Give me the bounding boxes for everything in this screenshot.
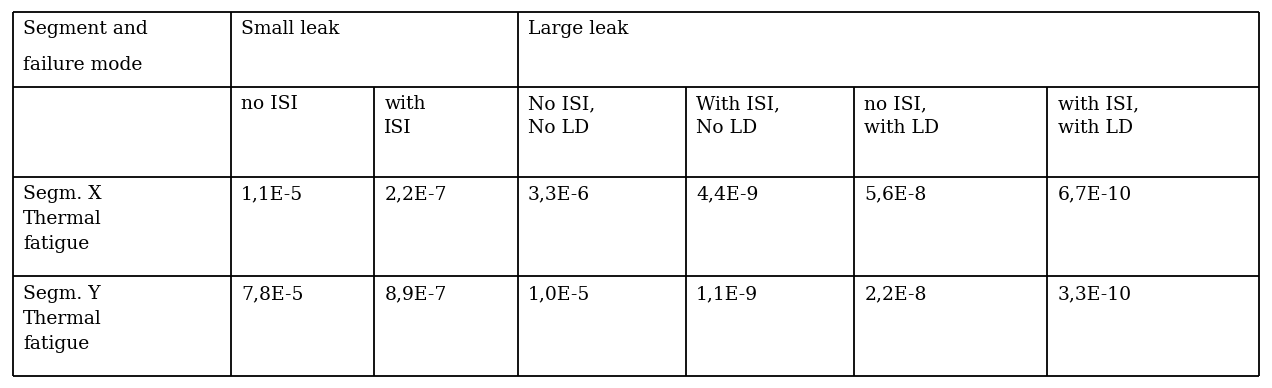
Text: 6,7E-10: 6,7E-10	[1057, 185, 1132, 203]
Text: Small leak: Small leak	[242, 20, 340, 38]
Text: with
ISI: with ISI	[384, 95, 426, 137]
Text: no ISI,
with LD: no ISI, with LD	[865, 95, 940, 137]
Text: 5,6E-8: 5,6E-8	[865, 185, 927, 203]
Text: Large leak: Large leak	[528, 20, 628, 38]
Text: 4,4E-9: 4,4E-9	[696, 185, 758, 203]
Text: No ISI,
No LD: No ISI, No LD	[528, 95, 595, 137]
Text: 3,3E-6: 3,3E-6	[528, 185, 590, 203]
Text: 2,2E-8: 2,2E-8	[865, 285, 927, 303]
Text: With ISI,
No LD: With ISI, No LD	[696, 95, 780, 137]
Text: with ISI,
with LD: with ISI, with LD	[1057, 95, 1138, 137]
Text: Segm. Y
Thermal
fatigue: Segm. Y Thermal fatigue	[23, 285, 102, 353]
Text: 3,3E-10: 3,3E-10	[1057, 285, 1132, 303]
Text: 7,8E-5: 7,8E-5	[242, 285, 304, 303]
Text: 1,1E-9: 1,1E-9	[696, 285, 758, 303]
Text: no ISI: no ISI	[242, 95, 298, 113]
Text: 1,0E-5: 1,0E-5	[528, 285, 590, 303]
Text: failure mode: failure mode	[23, 56, 142, 74]
Text: 1,1E-5: 1,1E-5	[242, 185, 303, 203]
Text: Segment and: Segment and	[23, 20, 148, 38]
Text: 2,2E-7: 2,2E-7	[384, 185, 446, 203]
Text: 8,9E-7: 8,9E-7	[384, 285, 446, 303]
Text: Segm. X
Thermal
fatigue: Segm. X Thermal fatigue	[23, 185, 102, 253]
